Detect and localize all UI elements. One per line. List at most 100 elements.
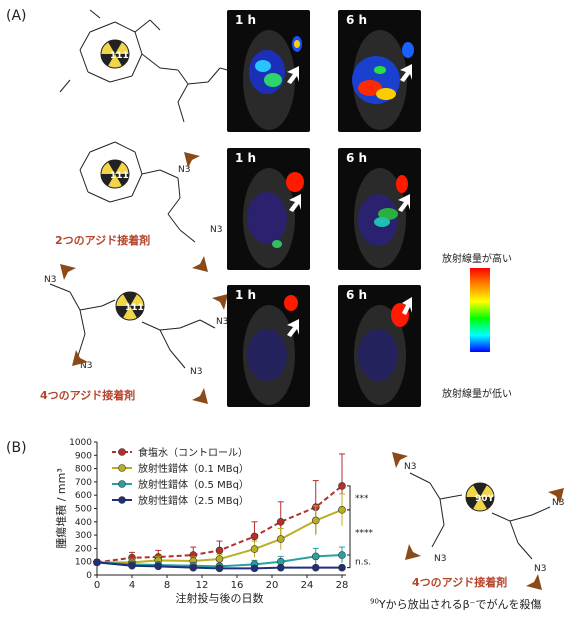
colorbar-low-label: 放射線量が低い [442, 389, 512, 400]
scan-row1-6h: 6 h [338, 10, 421, 132]
b-caption: 90Yから放出されるβ⁻でがんを殺傷 [370, 597, 542, 611]
legend-marker [118, 464, 126, 472]
svg-text:N3: N3 [534, 564, 546, 574]
data-point [250, 564, 259, 573]
scan-row1-1h: 1 h [227, 10, 310, 132]
significance-bracket [347, 509, 351, 556]
data-point [215, 564, 224, 573]
two-azide-label: 2つのアジド接着剤 [55, 234, 151, 247]
panel-a-label: (A) [6, 8, 27, 24]
y-tick-label: 500 [75, 505, 92, 515]
y-tick-label: 700 [75, 478, 92, 488]
azide-label-n3: N3 [210, 225, 222, 235]
data-point [311, 516, 320, 525]
svg-text:N3: N3 [216, 317, 228, 327]
y-tick-label: 0 [86, 571, 92, 581]
legend-marker [118, 448, 126, 456]
b-four-azide-label: 4つのアジド接着剤 [412, 576, 508, 589]
svg-text:N3: N3 [80, 361, 92, 371]
tumor-volume-chart: 0 100 200 300 400 500 600 700 800 900 1000 0 4 8 12 16 2… [54, 438, 374, 605]
time-label: 1 h [235, 288, 257, 302]
y-axis-label: 腫瘍堆積 / mm³ [54, 468, 68, 549]
legend-label: 食塩水（コントロール） [138, 446, 248, 459]
significance-bracket [347, 554, 351, 569]
azide-arrow-icon [184, 152, 200, 168]
legend-marker [118, 496, 126, 504]
molecule-1-structure: 111In [59, 9, 236, 123]
data-point [338, 563, 346, 572]
azide-arrow-icon [526, 574, 542, 590]
time-label: 6 h [346, 13, 368, 27]
time-label: 6 h [346, 288, 368, 302]
colorbar [470, 268, 490, 352]
data-point [189, 563, 198, 572]
molecule-b-structure: 90Y N3 N3 N3 N3 [404, 462, 564, 574]
azide-arrow-icon [192, 256, 208, 272]
y-tick-label: 100 [75, 558, 92, 568]
svg-text:N3: N3 [190, 367, 202, 377]
x-tick-label: 20 [266, 580, 279, 591]
x-tick-label: 28 [336, 580, 349, 591]
data-point [154, 562, 163, 571]
y-tick-label: 600 [75, 491, 92, 501]
svg-text:N3: N3 [552, 498, 564, 508]
data-point [93, 558, 101, 567]
significance-bracket [347, 485, 351, 511]
svg-text:N3: N3 [404, 462, 416, 472]
x-tick-label: 4 [129, 580, 135, 591]
azide-arrow-icon [392, 452, 408, 468]
svg-text:90Y: 90Y [475, 494, 495, 504]
data-point [276, 563, 285, 572]
data-point [338, 551, 346, 559]
x-tick-label: 8 [164, 580, 170, 591]
azide-arrow-icon [548, 488, 564, 504]
data-point [311, 563, 320, 572]
data-point [338, 482, 346, 490]
legend-label: 放射性錯体（0.5 MBq） [138, 478, 249, 491]
azide-arrow-icon [60, 264, 76, 280]
significance-label: **** [355, 528, 374, 538]
azide-label-n3: N3 [178, 165, 190, 175]
svg-text:111In: 111In [110, 171, 139, 181]
significance-label: n.s. [355, 557, 371, 567]
time-label: 1 h [235, 13, 257, 27]
molecule-2-structure: 111In N3 N3 [79, 141, 222, 243]
data-point [215, 546, 224, 555]
y-tick-label: 800 [75, 465, 92, 475]
y-tick-label: 1000 [69, 438, 92, 448]
four-azide-label: 4つのアジド接着剤 [40, 389, 136, 402]
scan-row2-6h: 6 h [338, 148, 421, 270]
colorbar-high-label: 放射線量が高い [442, 254, 512, 265]
data-point [215, 555, 224, 563]
azide-arrow-icon [212, 294, 228, 310]
y-tick-label: 200 [75, 544, 92, 554]
data-point [276, 518, 285, 526]
azide-arrow-icon [72, 350, 88, 366]
y-tick-label: 300 [75, 531, 92, 541]
isotope-label: 111In [110, 51, 139, 61]
legend-label: 放射性錯体（2.5 MBq） [138, 494, 249, 507]
y-tick-label: 900 [75, 451, 92, 461]
data-point [338, 506, 346, 514]
data-point [250, 532, 259, 541]
time-label: 1 h [235, 151, 257, 165]
x-tick-label: 12 [196, 580, 209, 591]
panel-b-label: (B) [6, 440, 27, 456]
svg-text:111In: 111In [125, 303, 154, 313]
azide-arrow-icon [192, 388, 208, 404]
y-tick-label: 400 [75, 518, 92, 528]
legend-marker [118, 480, 126, 488]
x-tick-label: 16 [231, 580, 244, 591]
time-label: 6 h [346, 151, 368, 165]
data-point [311, 552, 320, 561]
legend-label: 放射性錯体（0.1 MBq） [138, 462, 249, 475]
scan-row2-1h: 1 h [227, 148, 310, 270]
svg-text:N3: N3 [44, 275, 56, 285]
x-tick-label: 0 [94, 580, 100, 591]
scan-row3-1h: 1 h [227, 285, 310, 407]
data-point [276, 535, 285, 543]
svg-text:N3: N3 [434, 554, 446, 564]
molecule-3-structure: 111In N3 N3 N3 N3 [44, 275, 228, 377]
x-tick-label: 24 [301, 580, 314, 591]
data-point [128, 561, 136, 570]
